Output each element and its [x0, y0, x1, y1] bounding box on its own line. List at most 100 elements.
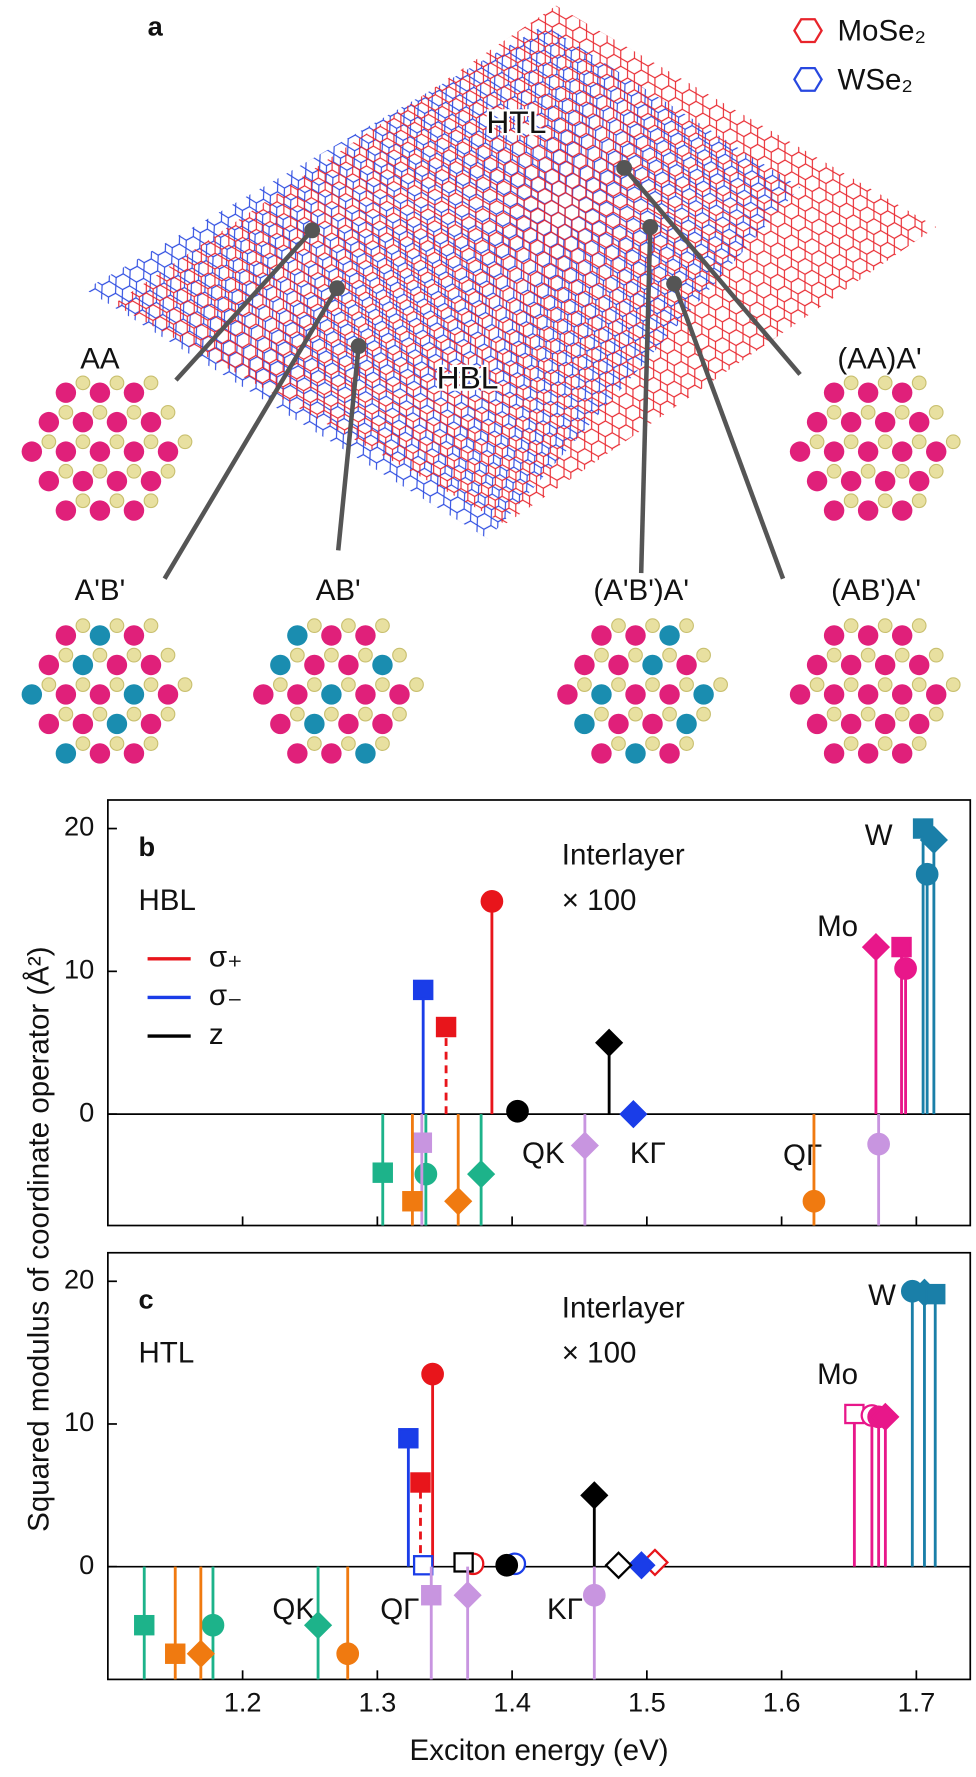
atom — [662, 647, 677, 663]
atom — [109, 375, 125, 391]
atom — [891, 382, 913, 403]
atom — [140, 411, 162, 433]
legend-hex — [793, 18, 823, 44]
atom — [908, 654, 930, 676]
series-label: Mo — [817, 1358, 858, 1391]
legend-label: WSe₂ — [837, 63, 912, 96]
marker — [165, 1643, 186, 1664]
marker — [480, 890, 504, 913]
marker — [894, 957, 917, 980]
atom — [945, 434, 961, 450]
atom — [160, 647, 176, 663]
atom — [860, 706, 876, 722]
marker — [402, 1191, 423, 1212]
atom — [874, 470, 896, 492]
marker — [186, 1639, 215, 1668]
atom — [574, 654, 595, 676]
x-tick-label: 1.7 — [897, 1687, 935, 1718]
atom — [307, 618, 322, 634]
atom — [676, 713, 697, 735]
marker — [495, 1553, 519, 1577]
x-tick-label: 1.4 — [493, 1687, 531, 1718]
panel-label: c — [139, 1284, 154, 1315]
y-tick-label: 10 — [64, 954, 94, 985]
region-label: HBL — [139, 884, 196, 917]
atom — [58, 404, 74, 420]
series-label: KΓ — [547, 1593, 583, 1626]
panel-label: b — [139, 831, 156, 862]
atom — [72, 654, 94, 676]
marker — [582, 1583, 606, 1607]
atom — [823, 382, 845, 403]
marker — [421, 1362, 444, 1386]
x-tick-label: 1.2 — [224, 1687, 262, 1718]
atom — [823, 743, 845, 764]
atom — [409, 677, 424, 693]
atom — [270, 713, 291, 735]
atom — [160, 463, 176, 479]
atom — [375, 618, 390, 634]
atom — [843, 375, 859, 391]
atom — [89, 500, 111, 521]
atom — [840, 654, 862, 676]
atom — [304, 654, 325, 676]
atom — [894, 706, 910, 722]
atom — [55, 743, 77, 764]
marker — [925, 1283, 946, 1305]
atom — [894, 404, 910, 420]
atom — [143, 736, 159, 751]
atom — [38, 411, 60, 433]
marker — [627, 1551, 656, 1580]
marker — [506, 1099, 529, 1123]
atom — [591, 743, 612, 764]
atom — [307, 736, 322, 751]
atom — [58, 647, 74, 663]
atom — [140, 470, 162, 492]
atom — [324, 706, 339, 722]
atom — [126, 404, 142, 420]
atom — [843, 434, 859, 450]
atom — [126, 463, 142, 479]
atom — [140, 713, 162, 735]
pointer-line — [174, 228, 314, 382]
atom — [126, 706, 142, 722]
atom — [123, 684, 145, 705]
atom — [911, 493, 927, 509]
atom — [860, 404, 876, 420]
atom — [843, 736, 859, 751]
stacking-icon — [789, 375, 961, 521]
pointers — [162, 159, 802, 580]
pointer-line — [335, 345, 361, 551]
marker — [336, 1642, 360, 1666]
pointer-line — [622, 166, 802, 376]
atom — [355, 625, 376, 646]
atom — [321, 743, 342, 764]
atom — [389, 684, 410, 705]
pointer-dot — [304, 222, 321, 239]
marker — [802, 1189, 826, 1213]
atom — [877, 736, 893, 751]
atom — [911, 618, 927, 634]
atom — [908, 411, 930, 433]
atom — [611, 736, 626, 751]
atom — [642, 654, 663, 676]
atom — [826, 463, 842, 479]
atom — [358, 706, 373, 722]
atom — [911, 375, 927, 391]
atom — [21, 441, 43, 462]
stacking-icon — [21, 618, 193, 764]
atom — [911, 736, 927, 751]
atom — [877, 375, 893, 391]
atom — [55, 500, 77, 521]
panel-label: a — [148, 11, 164, 42]
atom — [874, 713, 896, 735]
series-label: QΓ — [380, 1593, 419, 1626]
atom — [625, 684, 646, 705]
atom — [874, 654, 896, 676]
atom — [157, 441, 179, 462]
atom — [840, 470, 862, 492]
atom — [894, 463, 910, 479]
marker — [919, 825, 948, 855]
marker — [303, 1611, 333, 1640]
atom — [908, 713, 930, 735]
